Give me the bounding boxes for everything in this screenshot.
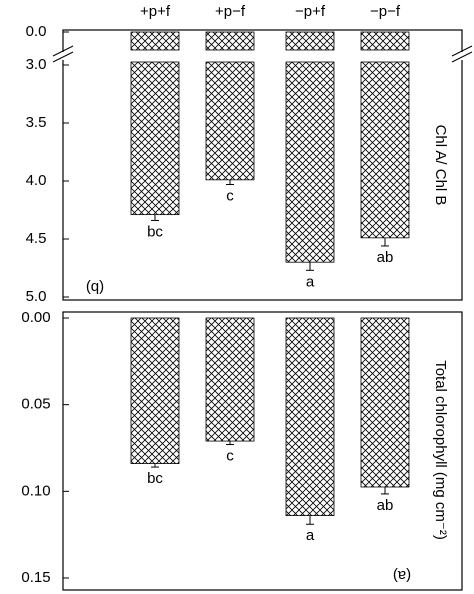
axis-break-mark [52,51,74,63]
x-tick-label: +p−f [215,3,246,20]
axis-break-mark [451,51,473,63]
y-axis-label: Chl A/ Chl B [432,125,449,206]
y-tick-label: 4.0 [26,172,47,189]
rotated-figure: 0.00 0.05 0.10 0.15 (a) Total chlorophyll (mg… [21,3,473,591]
x-tick-label: −p−f [370,3,401,20]
bar [205,317,255,442]
bar [130,317,180,465]
panel-frame [62,29,463,301]
x-tick-label: +p+f [140,3,171,20]
y-axis-label: Total chlorophyll (mg cm⁻²) [432,360,449,540]
bar-stub [285,31,335,51]
significance-letter: c [226,448,234,465]
y-tick-label: 0.15 [21,569,50,586]
significance-letter: c [226,187,234,204]
y-tick-label: 0.00 [21,309,50,326]
panel-label: (b) [86,279,104,296]
y-tick-label: 3.0 [26,56,47,73]
y-tick-label: 5.0 [26,288,47,305]
significance-letter: ab [377,249,394,266]
significance-letter: a [306,273,315,290]
panel-label: (a) [393,567,411,584]
axis-break-gap [458,52,466,60]
bar [360,61,410,239]
axis-break-gap [59,52,67,60]
significance-letter: bc [147,470,163,487]
bar-stub [130,31,180,51]
bar [285,317,335,516]
bar [130,61,180,216]
bar [360,317,410,488]
axis-break-mark [52,45,74,57]
y-tick-label: 0.10 [21,482,50,499]
axis-break-mark [451,45,473,57]
bar [205,61,255,181]
x-tick-label: −p+f [295,3,326,20]
significance-letter: ab [377,497,394,514]
y-tick-label: 3.5 [26,114,47,131]
significance-letter: a [306,527,315,544]
y-tick-label: 0.0 [26,23,47,40]
bar [285,61,335,263]
y-tick-label: 0.05 [21,396,50,413]
y-tick-label: 4.5 [26,230,47,247]
panel-frame [62,311,463,591]
bar-stub [360,31,410,51]
bar-stub [205,31,255,51]
significance-letter: bc [147,223,163,240]
